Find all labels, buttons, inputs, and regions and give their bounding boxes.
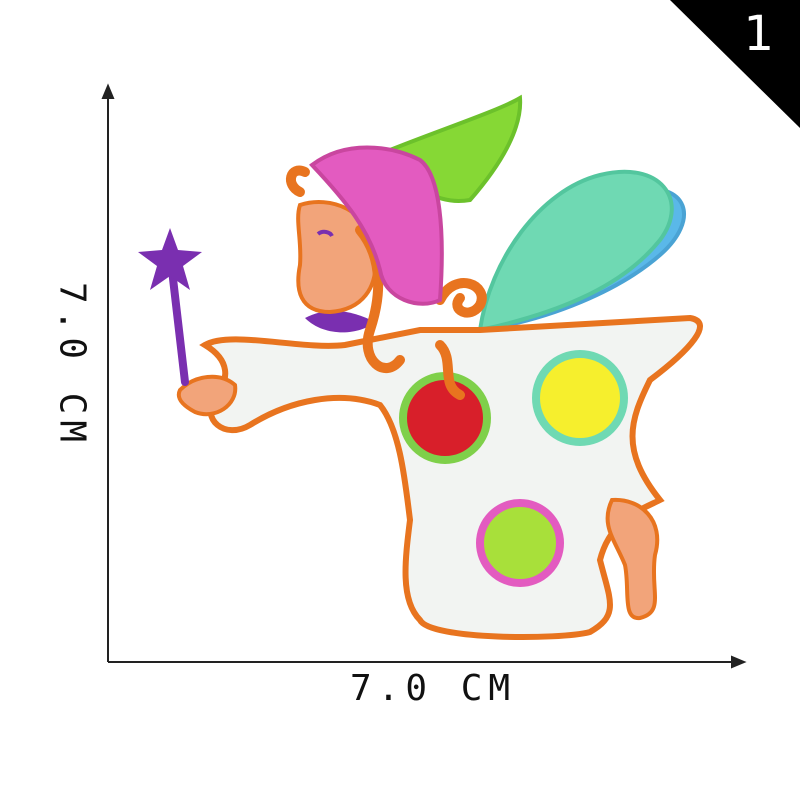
width-dimension-label: 7.0 CM xyxy=(350,668,517,709)
front-wing xyxy=(477,169,674,333)
wings xyxy=(474,169,686,333)
height-dimension-label: 7.0 CM xyxy=(51,281,93,449)
hand xyxy=(176,374,238,417)
badge-number: 1 xyxy=(743,6,774,62)
dimension-axes xyxy=(101,83,747,669)
wand-stick xyxy=(168,266,189,386)
eye xyxy=(316,229,334,238)
hair-curl-right xyxy=(435,278,487,318)
collar xyxy=(305,310,375,333)
wand xyxy=(138,228,202,386)
dot-red xyxy=(399,372,491,464)
horizontal-arrow-icon xyxy=(731,655,747,669)
dot-lime xyxy=(476,499,564,587)
leg xyxy=(605,497,660,620)
vertical-arrow-icon xyxy=(101,83,115,99)
dot-yellow xyxy=(532,350,628,446)
corner-badge xyxy=(670,0,800,128)
hat-brim xyxy=(309,145,444,306)
star-icon xyxy=(138,228,202,290)
dress-dots xyxy=(399,350,628,587)
hat xyxy=(309,94,523,306)
hair-curl-top xyxy=(286,165,310,197)
hair-curl-low xyxy=(435,340,465,400)
